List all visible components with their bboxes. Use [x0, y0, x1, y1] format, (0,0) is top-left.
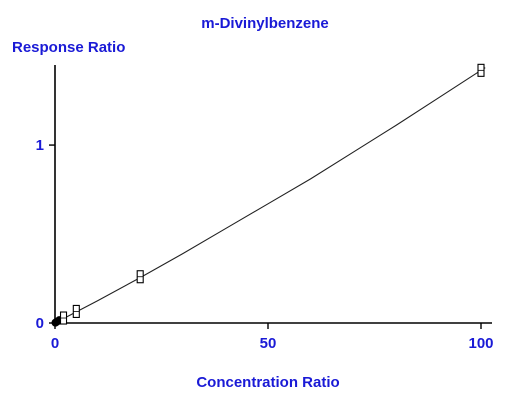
x-ticks: 0 50 100	[51, 323, 494, 352]
x-axis-label: Concentration Ratio	[196, 374, 339, 391]
chart-title: m-Divinylbenzene	[201, 15, 329, 32]
y-ticks: 01	[36, 137, 55, 332]
y-tick-label: 1	[36, 137, 44, 154]
data-points	[51, 63, 485, 327]
fit-curve	[54, 67, 486, 324]
y-tick-label: 0	[36, 315, 44, 332]
y-axis-label: Response Ratio	[12, 39, 125, 56]
x-tick-label: 50	[260, 335, 277, 352]
fit-curve-layer	[54, 67, 486, 324]
x-tick-label: 0	[51, 335, 59, 352]
x-tick-label: 100	[468, 335, 493, 352]
